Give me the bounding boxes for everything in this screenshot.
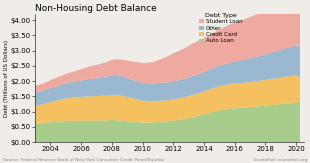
Text: EconoFact econofact.org: EconoFact econofact.org xyxy=(254,158,307,162)
Y-axis label: Debt (Trillions of US Dollars): Debt (Trillions of US Dollars) xyxy=(4,39,9,117)
Text: Source: Federal Reserve Bank of New York Consumer Credit Panel/Equifax: Source: Federal Reserve Bank of New York… xyxy=(3,158,164,162)
Legend: Student Loan, Other, Credit Card, Auto Loan: Student Loan, Other, Credit Card, Auto L… xyxy=(199,13,242,43)
Text: Non-Housing Debt Balance: Non-Housing Debt Balance xyxy=(35,4,157,13)
